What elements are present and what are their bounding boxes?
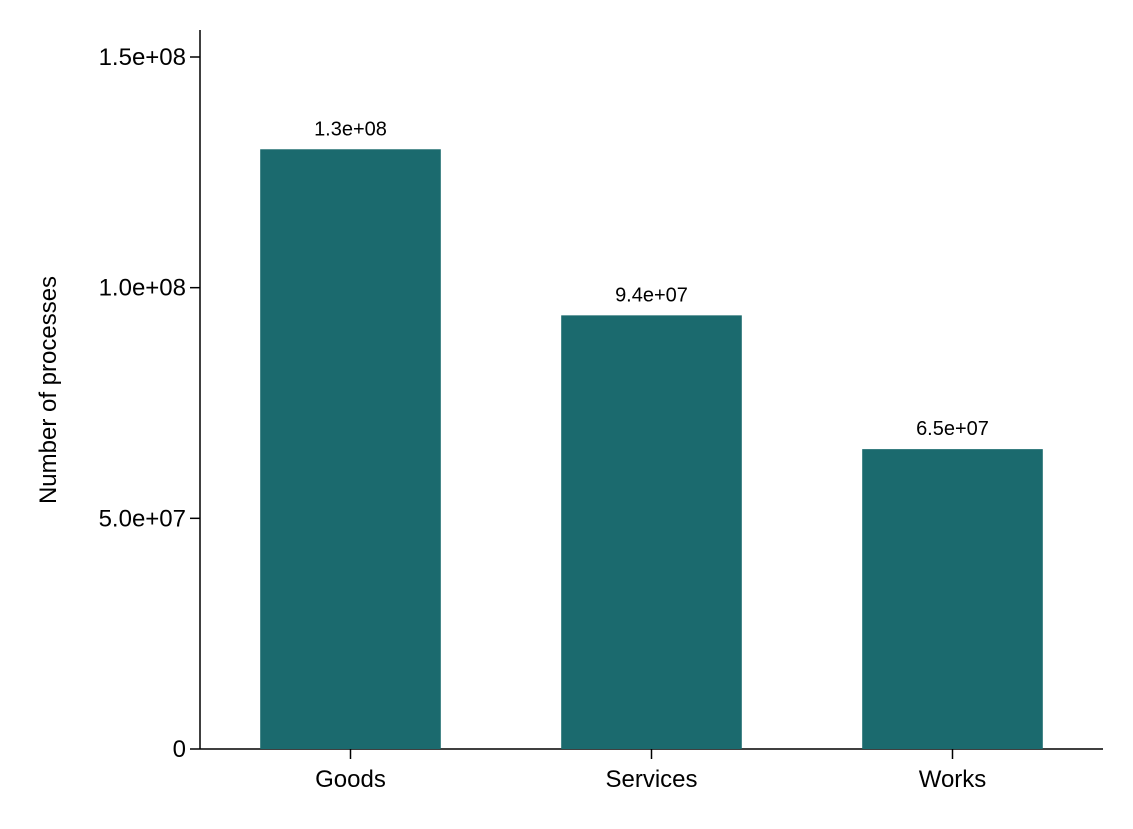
bars-group (260, 149, 1043, 749)
bar-goods (260, 149, 441, 749)
bar-services (561, 315, 742, 749)
data-labels-group: 1.3e+08 9.4e+07 6.5e+07 (314, 118, 989, 440)
y-tick-label: 1.5e+08 (99, 44, 186, 71)
x-tick-label: Services (605, 766, 697, 793)
data-label: 9.4e+07 (615, 284, 688, 306)
x-axis: Goods Services Works (200, 748, 1103, 793)
y-tick-label: 0 (173, 736, 186, 763)
x-tick-label: Works (919, 766, 987, 793)
y-tick-label: 1.0e+08 (99, 275, 186, 302)
y-tick-label: 5.0e+07 (99, 505, 186, 532)
y-axis: 0 5.0e+07 1.0e+08 1.5e+08 (99, 30, 201, 763)
bar-works (862, 449, 1043, 749)
x-tick-label: Goods (315, 766, 386, 793)
data-label: 6.5e+07 (916, 418, 989, 440)
data-label: 1.3e+08 (314, 118, 387, 140)
y-axis-title: Number of processes (35, 276, 62, 504)
